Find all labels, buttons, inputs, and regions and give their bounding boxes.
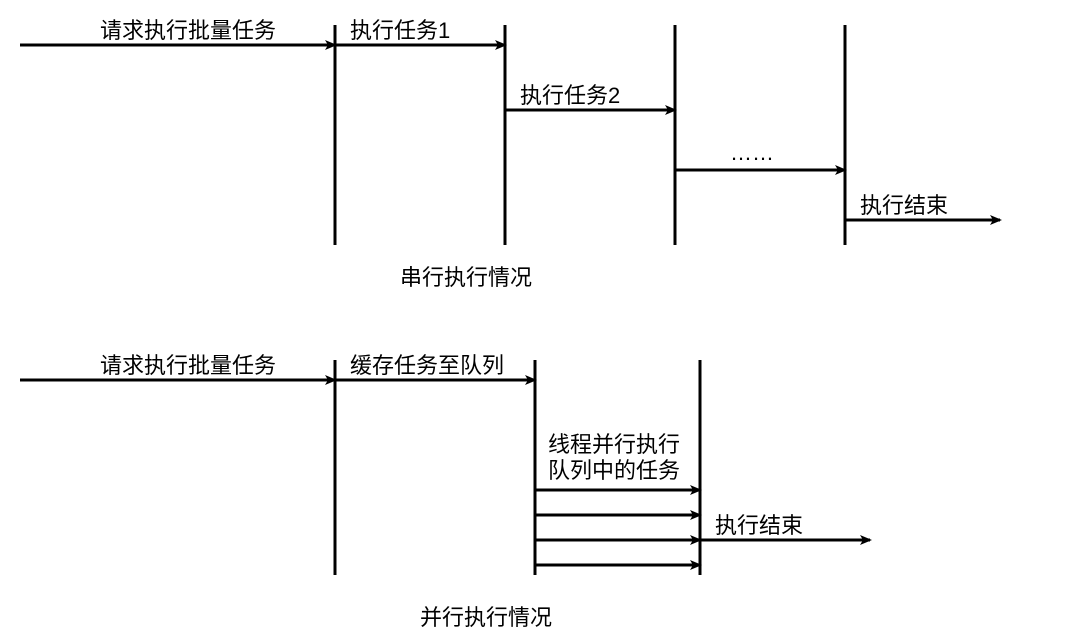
message-label: 请求执行批量任务: [100, 353, 276, 378]
serial-section: 请求执行批量任务 执行任务1 执行任务2 …… 执行结束串行执行情况: [20, 18, 1000, 290]
message-label: 执行任务2: [520, 83, 620, 108]
message-label: ……: [730, 140, 774, 165]
parallel-inner-label-1: 线程并行执行: [548, 432, 680, 457]
section-caption: 串行执行情况: [400, 265, 532, 290]
message-label: 缓存任务至队列: [350, 353, 504, 378]
message-label: 请求执行批量任务: [100, 18, 276, 43]
section-caption: 并行执行情况: [420, 605, 552, 630]
parallel-inner-label-2: 队列中的任务: [548, 458, 680, 483]
parallel-section: 请求执行批量任务 缓存任务至队列执行结束 线程并行执行队列中的任务并行执行情况: [20, 353, 870, 630]
message-label: 执行任务1: [350, 18, 450, 43]
message-label: 执行结束: [860, 193, 948, 218]
execution-diagram: 请求执行批量任务执行任务1执行任务2……执行结束串行执行情况 请求执行批量任务缓…: [0, 0, 1080, 639]
message-label: 执行结束: [715, 513, 803, 538]
